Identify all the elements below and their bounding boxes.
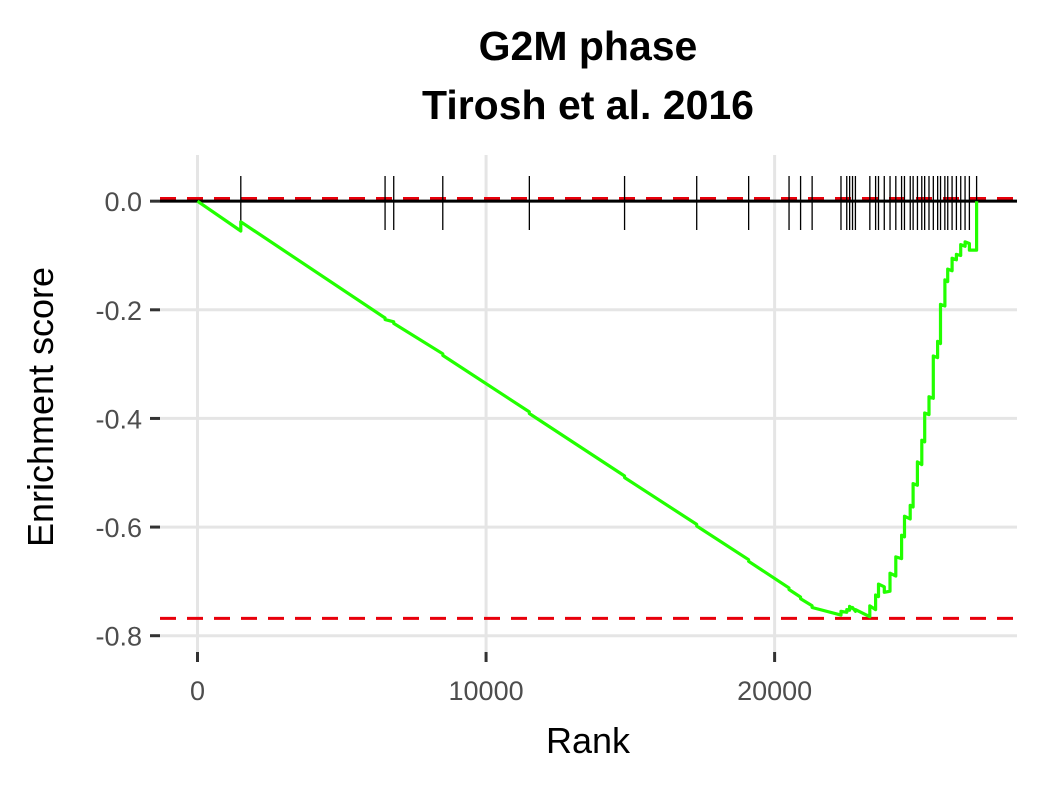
- series-layer: [196, 199, 979, 619]
- chart-title-line-2: Tirosh et al. 2016: [422, 82, 754, 128]
- series-line-0: [196, 199, 979, 619]
- x-axis-title: Rank: [546, 720, 631, 761]
- y-axis-title: Enrichment score: [20, 267, 61, 547]
- reference-lines: [160, 196, 1017, 620]
- y-tick-label-4: -0.8: [95, 622, 142, 652]
- chart-title-line-1: G2M phase: [479, 23, 698, 69]
- y-tick-label-0: 0.0: [104, 187, 142, 217]
- axis-ticks: 0.0 -0.2 -0.4 -0.6 -0.8 0 10000 20000: [95, 187, 812, 706]
- x-tick-label-2: 20000: [737, 676, 812, 706]
- x-tick-label-0: 0: [190, 676, 205, 706]
- gene-rug: [240, 176, 978, 230]
- y-tick-label-2: -0.4: [95, 404, 142, 434]
- y-tick-label-1: -0.2: [95, 296, 142, 326]
- y-tick-label-3: -0.6: [95, 513, 142, 543]
- grid: [160, 155, 1017, 652]
- x-tick-label-1: 10000: [449, 676, 524, 706]
